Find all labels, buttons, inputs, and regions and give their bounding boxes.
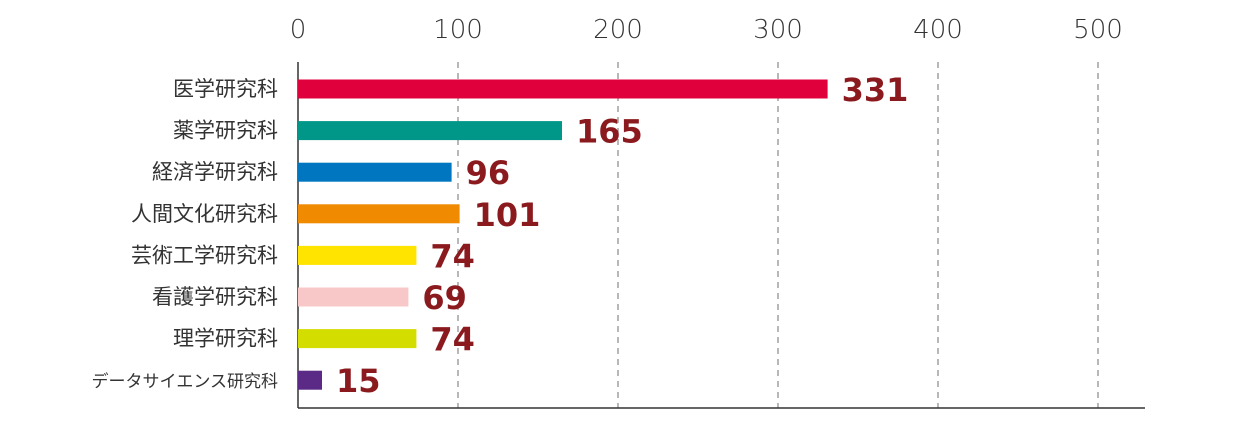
bar xyxy=(298,121,562,141)
value-label: 96 xyxy=(466,154,511,192)
x-tick-label-300: 300 xyxy=(753,15,803,45)
value-label: 331 xyxy=(842,71,909,109)
value-label: 74 xyxy=(430,237,475,275)
bar xyxy=(298,245,417,265)
category-label: 看護学研究科 xyxy=(152,285,278,309)
value-label: 15 xyxy=(336,362,381,400)
category-label: 人間文化研究科 xyxy=(131,202,278,226)
bar xyxy=(298,162,452,182)
x-tick-label-400: 400 xyxy=(913,15,963,45)
value-label: 165 xyxy=(576,113,643,151)
value-label: 74 xyxy=(430,321,475,359)
bar xyxy=(298,79,828,99)
x-tick-label-0: 0 xyxy=(290,15,307,45)
category-label: 経済学研究科 xyxy=(152,160,278,184)
bar xyxy=(298,370,322,390)
category-label: データサイエンス研究科 xyxy=(92,371,279,392)
category-label: 医学研究科 xyxy=(173,77,278,101)
bar xyxy=(298,204,460,224)
x-tick-label-100: 100 xyxy=(433,15,483,45)
x-tick-label-200: 200 xyxy=(593,15,643,45)
bar xyxy=(298,329,417,349)
category-label: 理学研究科 xyxy=(173,327,278,351)
bar xyxy=(298,287,409,307)
category-label: 薬学研究科 xyxy=(173,119,278,143)
x-tick-label-500: 500 xyxy=(1073,15,1123,45)
value-label: 69 xyxy=(422,279,467,317)
value-label: 101 xyxy=(474,196,541,234)
category-label: 芸術工学研究科 xyxy=(131,243,278,267)
